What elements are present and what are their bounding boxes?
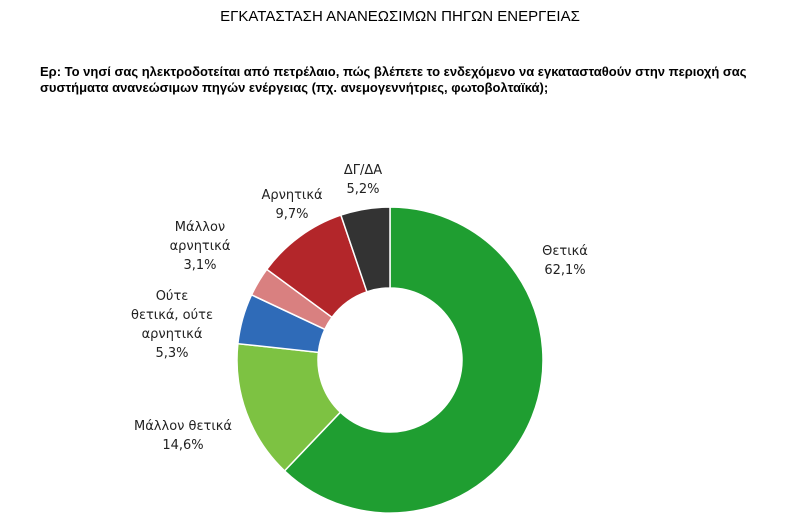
donut-slice bbox=[339, 206, 391, 293]
slice-label: Αρνητικά 9,7% bbox=[261, 186, 322, 224]
slice-label: Μάλλον αρνητικά 3,1% bbox=[170, 218, 231, 275]
value-label: 62,1% bbox=[544, 263, 586, 278]
value-label: 3,1% bbox=[183, 258, 217, 273]
value-label: 9,7% bbox=[275, 207, 309, 222]
value-label: 5,2% bbox=[346, 182, 380, 197]
category-label: Θετικά bbox=[542, 244, 588, 259]
category-label: ΔΓ/ΔΑ bbox=[343, 163, 383, 178]
slice-label: Θετικά 62,1% bbox=[542, 242, 588, 280]
donut-slice bbox=[283, 206, 544, 514]
category-label: Ούτε θετικά, ούτε αρνητικά bbox=[130, 289, 214, 342]
category-label: Αρνητικά bbox=[261, 188, 323, 203]
value-label: 14,6% bbox=[162, 438, 204, 453]
category-label: Μάλλον αρνητικά bbox=[169, 220, 231, 254]
category-label: Μάλλον θετικά bbox=[134, 419, 232, 434]
chart-title: ΕΓΚΑΤΑΣΤΑΣΗ ΑΝΑΝΕΩΣΙΜΩΝ ΠΗΓΩΝ ΕΝΕΡΓΕΙΑΣ bbox=[220, 8, 580, 25]
slice-label: ΔΓ/ΔΑ 5,2% bbox=[344, 161, 382, 199]
slice-label: Μάλλον θετικά 14,6% bbox=[134, 417, 232, 455]
slice-label: Ούτε θετικά, ούτε αρνητικά 5,3% bbox=[131, 287, 213, 363]
value-label: 5,3% bbox=[155, 346, 189, 361]
chart-subtitle: Ερ: Το νησί σας ηλεκτροδοτείται από πετρ… bbox=[40, 64, 747, 95]
